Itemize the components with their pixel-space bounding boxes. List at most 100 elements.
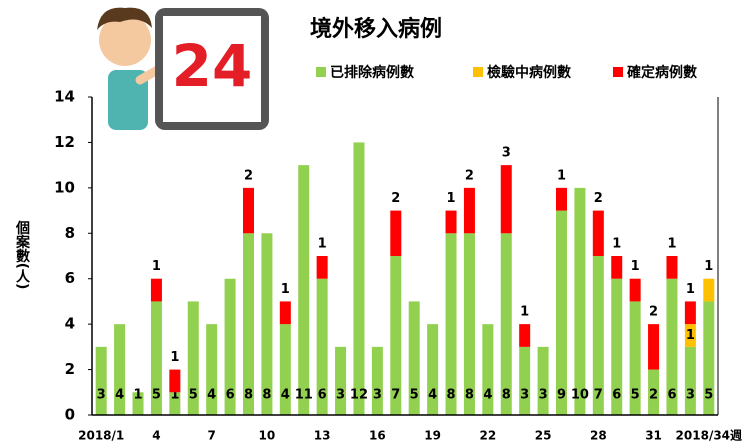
bar-segment: [556, 188, 567, 211]
value-label: 1: [447, 191, 456, 206]
value-label: 8: [502, 388, 511, 403]
value-label: 1: [686, 282, 695, 297]
x-tick-label: 2018/1: [78, 429, 124, 443]
x-tick-label: 25: [535, 429, 552, 443]
value-label: 3: [373, 388, 382, 403]
bar-segment: [298, 165, 309, 415]
bar-segment: [280, 301, 291, 324]
y-tick-label: 0: [65, 406, 75, 424]
value-label: 4: [115, 388, 124, 403]
x-tick-label: 22: [480, 429, 497, 443]
value-label: 5: [189, 388, 198, 403]
legend-label: 檢驗中病例數: [487, 64, 571, 81]
x-tick-label: 13: [314, 429, 331, 443]
value-label: 1: [686, 328, 695, 343]
value-label: 4: [207, 388, 216, 403]
bar-segment: [611, 256, 622, 279]
legend-swatch: [473, 67, 483, 77]
value-label: 1: [152, 259, 161, 274]
value-label: 6: [667, 388, 676, 403]
value-label: 8: [465, 388, 474, 403]
value-label: 1: [170, 350, 179, 365]
chart: 24 境外移入病例 個案數(人) 02468101214已排除病例數檢驗中病例數…: [0, 0, 753, 444]
legend-swatch: [613, 67, 623, 77]
x-tick-label: 19: [424, 429, 441, 443]
value-label: 8: [447, 388, 456, 403]
value-label: 11: [295, 388, 313, 403]
bar-segment: [630, 279, 641, 302]
value-label: 1: [704, 259, 713, 274]
value-label: 1: [631, 259, 640, 274]
y-tick-label: 10: [54, 178, 75, 196]
value-label: 3: [686, 388, 695, 403]
bar-segment: [593, 211, 604, 256]
bar-segment: [151, 279, 162, 302]
value-label: 1: [318, 237, 327, 252]
bar-segment: [519, 347, 530, 415]
bar-segment: [464, 188, 475, 233]
bar-segment: [372, 347, 383, 415]
value-label: 5: [631, 388, 640, 403]
value-label: 12: [350, 388, 368, 403]
value-label: 4: [428, 388, 437, 403]
value-label: 4: [483, 388, 492, 403]
y-tick-label: 4: [65, 315, 75, 333]
badge: 24: [172, 32, 253, 100]
value-label: 7: [391, 388, 400, 403]
value-label: 2: [649, 388, 658, 403]
bar-segment: [685, 347, 696, 415]
value-label: 1: [134, 388, 143, 403]
bar-segment: [446, 211, 457, 234]
y-axis-label: 個案數(人): [14, 220, 31, 289]
value-label: 5: [704, 388, 713, 403]
y-tick-label: 2: [65, 360, 75, 378]
value-label: 6: [318, 388, 327, 403]
bar-segment: [685, 301, 696, 324]
value-label: 5: [410, 388, 419, 403]
bar-segment: [169, 370, 180, 393]
bar-segment: [501, 165, 512, 233]
x-tick-label: 10: [259, 429, 276, 443]
bar-segment: [243, 188, 254, 233]
value-label: 3: [539, 388, 548, 403]
value-label: 2: [649, 305, 658, 320]
bar-segment: [538, 347, 549, 415]
bar-segment: [335, 347, 346, 415]
value-label: 1: [520, 305, 529, 320]
value-label: 1: [557, 168, 566, 183]
x-tick-label: 31: [645, 429, 662, 443]
legend-label: 確定病例數: [627, 64, 697, 81]
value-label: 5: [152, 388, 161, 403]
x-tick-label: 28: [590, 429, 607, 443]
value-label: 6: [226, 388, 235, 403]
bar-segment: [574, 188, 585, 415]
y-tick-label: 12: [54, 133, 75, 151]
value-label: 8: [262, 388, 271, 403]
value-label: 4: [281, 388, 290, 403]
x-tick-label: 16: [369, 429, 386, 443]
value-label: 2: [465, 168, 474, 183]
legend-swatch: [316, 67, 326, 77]
value-label: 2: [594, 191, 603, 206]
value-label: 3: [502, 146, 511, 161]
value-label: 6: [612, 388, 621, 403]
chart-title: 境外移入病例: [310, 16, 442, 42]
bar-segment: [317, 256, 328, 279]
bar-segment: [390, 211, 401, 256]
value-label: 9: [557, 388, 566, 403]
bar-segment: [556, 211, 567, 415]
value-label: 2: [244, 168, 253, 183]
y-tick-label: 14: [54, 88, 75, 106]
value-label: 2: [391, 191, 400, 206]
cartoon: 24: [97, 8, 269, 130]
x-tick-label: 2018/34週: [676, 428, 742, 443]
value-label: 1: [281, 282, 290, 297]
value-label: 1: [667, 237, 676, 252]
bar-segment: [96, 347, 107, 415]
value-label: 8: [244, 388, 253, 403]
value-label: 3: [97, 388, 106, 403]
bar-segment: [353, 142, 364, 415]
bar-segment: [648, 324, 659, 369]
bar-segment: [666, 256, 677, 279]
legend-label: 已排除病例數: [330, 64, 414, 81]
